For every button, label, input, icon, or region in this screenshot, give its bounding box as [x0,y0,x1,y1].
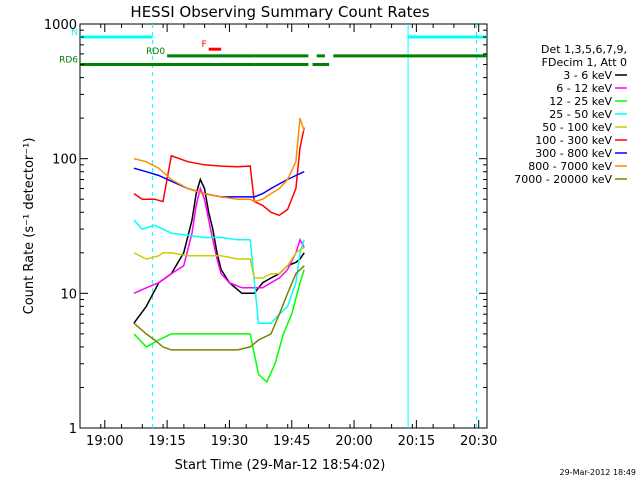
series-line-1 [133,186,305,294]
legend-label-3: 25 - 50 keV [549,108,612,121]
series-line-4 [133,246,305,279]
flag-label-rd6: RD6 [59,56,78,66]
legend-header-0: Det 1,3,5,6,7,9, [541,43,627,56]
x-tick-label-0: 19:00 [86,434,123,449]
x-tick-label-1: 19:15 [148,434,185,449]
series-line-6 [133,167,305,198]
y-tick-label-2: 100 [52,153,77,168]
legend-label-0: 3 - 6 keV [563,69,612,82]
footer-timestamp: 29-Mar-2012 18:49 [560,468,637,477]
y-tick-label-0: 1 [69,422,77,437]
flag-bars: N F RD0 RD6 [59,28,487,67]
series-line-3 [133,219,305,324]
chart-title: HESSI Observing Summary Count Rates [130,3,429,21]
series-line-5 [133,127,305,217]
legend-header-1: FDecim 1, Att 0 [542,56,627,69]
flag-label-f: F [201,40,206,50]
legend-label-1: 6 - 12 keV [556,82,612,95]
legend-label-5: 100 - 300 keV [535,134,612,147]
series-layer [133,117,305,384]
plot-area-frame [79,23,488,429]
legend-label-7: 800 - 7000 keV [528,160,612,173]
legend-label-4: 50 - 100 keV [542,121,612,134]
series-line-7 [133,117,305,203]
x-tick-label-4: 20:00 [335,434,372,449]
series-line-8 [133,265,305,351]
flag-label-n: N [71,28,78,38]
vertical-markers [152,24,478,428]
series-line-2 [133,269,305,384]
x-axis: 19:00 19:15 19:30 19:45 20:00 20:15 20:30 [79,24,497,449]
x-tick-label-5: 20:15 [398,434,435,449]
legend: Det 1,3,5,6,7,9,FDecim 1, Att 03 - 6 keV… [514,43,627,186]
x-tick-label-2: 19:30 [211,434,248,449]
y-axis-label: Count Rate (s⁻¹ detector⁻¹) [22,138,37,315]
y-axis: 1 10 100 1000 [44,18,487,437]
y-tick-label-3: 1000 [44,18,77,33]
x-tick-label-3: 19:45 [273,434,310,449]
legend-label-2: 12 - 25 keV [549,95,612,108]
legend-label-8: 7000 - 20000 keV [514,173,612,186]
legend-label-6: 300 - 800 keV [535,147,612,160]
x-tick-label-6: 20:30 [460,434,497,449]
y-tick-label-1: 10 [60,287,77,302]
flag-label-rd0: RD0 [146,47,165,57]
x-axis-label: Start Time (29-Mar-12 18:54:02) [175,458,386,473]
